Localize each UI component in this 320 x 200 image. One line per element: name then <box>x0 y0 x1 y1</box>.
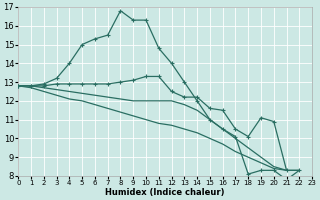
X-axis label: Humidex (Indice chaleur): Humidex (Indice chaleur) <box>105 188 225 197</box>
